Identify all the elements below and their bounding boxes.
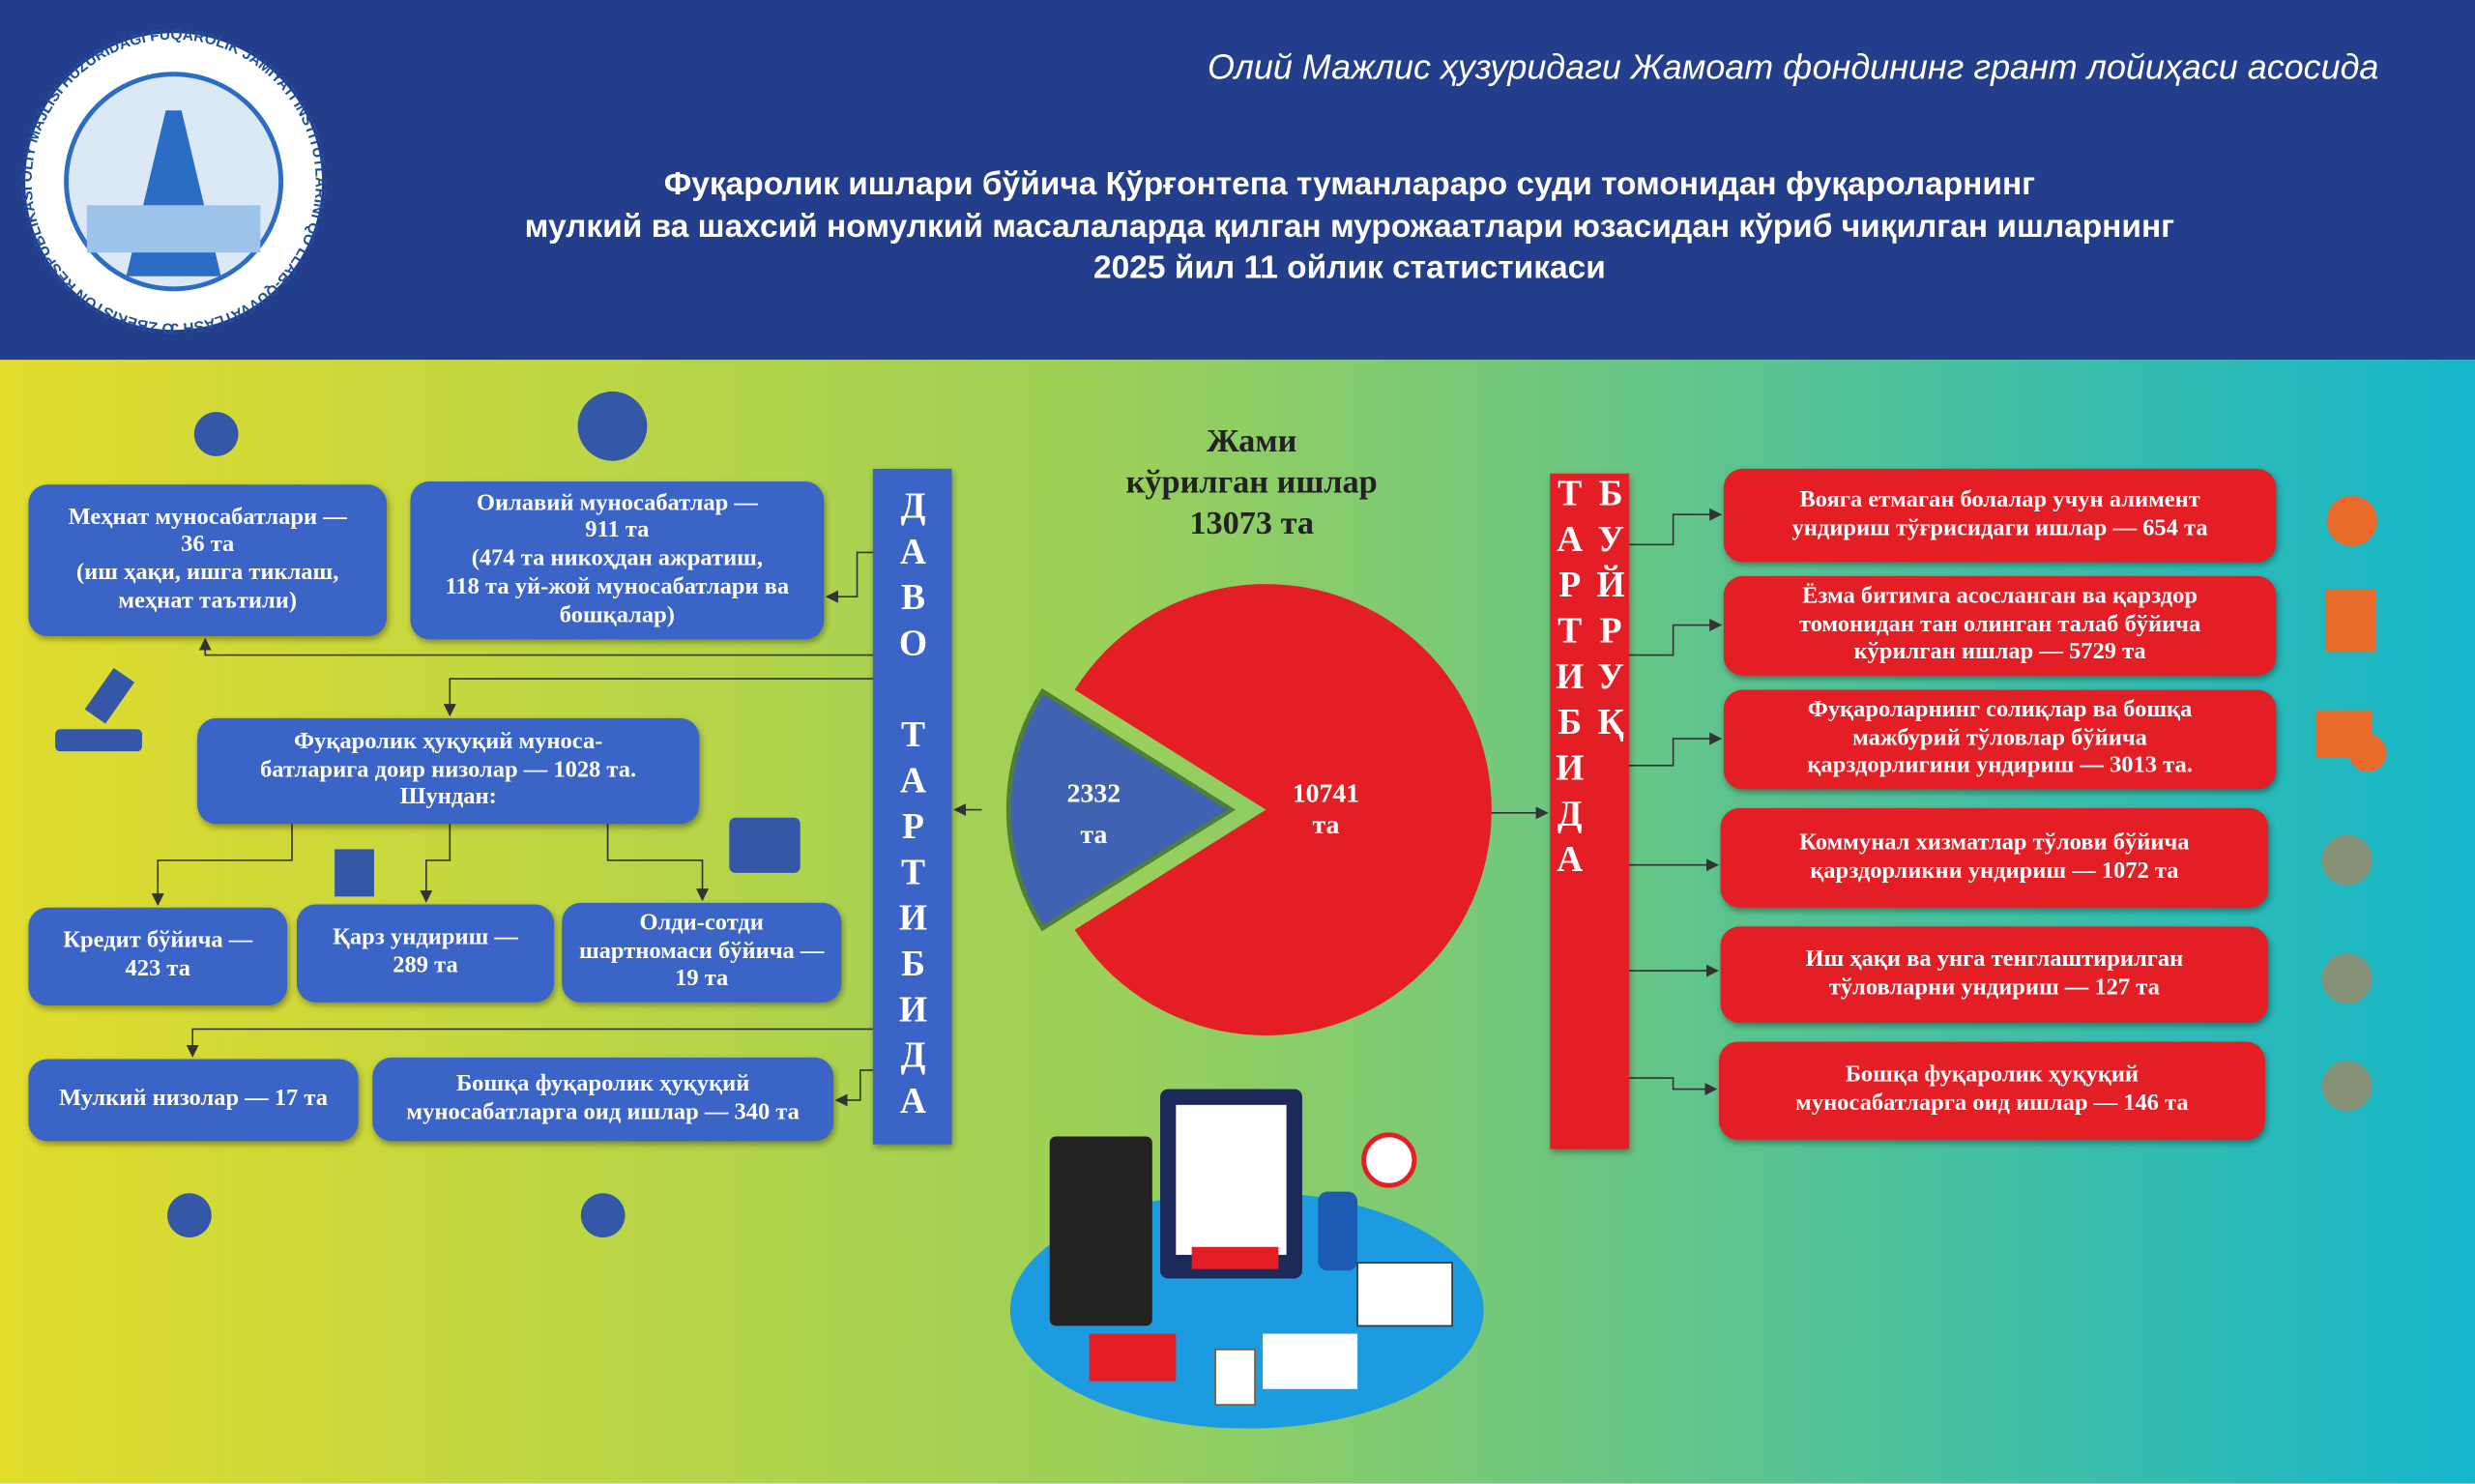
box-line: Олди-сотди: [639, 910, 764, 937]
box-line: муносабатларга оид ишлар — 146 та: [1795, 1091, 2189, 1117]
box-line: Кредит бўйича —: [63, 928, 253, 954]
box-line: Фуқароларнинг солиқлар ва бошқа: [1807, 697, 2193, 723]
right-box: Фуқароларнинг солиқлар ва бошқа мажбурий …: [1723, 689, 2277, 790]
left-box: Бошқа фуқаролик ҳуқуқий муносабатларга ои…: [372, 1057, 834, 1142]
box-line: Шундан:: [399, 784, 497, 811]
box-line: Бошқа фуқаролик ҳуқуқий: [1845, 1062, 2140, 1089]
box-line: 19 та: [675, 966, 729, 992]
box-line: Меҳнат муносабатлари —: [68, 504, 347, 530]
box-line: қарздорлигини ундириш — 3013 та.: [1807, 753, 2193, 779]
right-box: Ёзма битимга асосланган ва қарздор томони…: [1723, 575, 2277, 676]
subtitle: Олий Мажлис ҳузуридаги Жамоат фондининг …: [1208, 46, 2379, 87]
box-line: батларига доир низолар — 1028 та.: [260, 757, 637, 783]
pie-slice: [1074, 584, 1492, 1036]
left-box: Мулкий низолар — 17 та: [28, 1059, 359, 1142]
right-box: Коммунал хизматлар тўлови бўйича қарздорл…: [1720, 807, 2269, 908]
right-box: Иш ҳақи ва унга тенглаштирилган тўловларн…: [1720, 926, 2269, 1023]
connectors: [151, 508, 1723, 1107]
left-bar: ДАВО ТАРТИБИДА: [872, 468, 952, 1145]
total: Жами кўрилган ишлар 13073 та: [1093, 420, 1410, 542]
box-line: шартномаси бўйича —: [579, 938, 825, 964]
box-line: Бошқа фуқаролик ҳуқуқий: [455, 1071, 750, 1097]
right-box: Бошқа фуқаролик ҳуқуқий муносабатларга ои…: [1718, 1041, 2265, 1140]
left-box: Кредит бўйича —423 та: [28, 907, 288, 1005]
pie-slice: [1005, 687, 1237, 932]
box-line: кўрилган ишлар — 5729 та: [1853, 639, 2146, 665]
box-line: тўловларни ундириш — 127 та: [1828, 975, 2160, 1001]
box-line: 911 та: [585, 518, 650, 544]
title: Фуқаролик ишлари бўйича Қўрғонтепа туман…: [284, 164, 2415, 290]
box-line: Оилавий муносабатлар —: [476, 490, 758, 516]
total-line: кўрилган ишлар: [1125, 462, 1378, 501]
total-line: Жами: [1207, 421, 1297, 460]
left-box: Фуқаролик ҳуқуқий муноса-батларига доир …: [197, 717, 700, 825]
box-line: Мулкий низолар — 17 та: [58, 1086, 329, 1112]
box-line: 36 та: [181, 532, 235, 558]
box-line: қарздорликни ундириш — 1072 та: [1810, 858, 2179, 884]
title-line: Фуқаролик ишлари бўйича Қўрғонтепа туман…: [663, 165, 2036, 202]
left-box: Қарз ундириш —289 та: [296, 904, 555, 1003]
box-line: Фуқаролик ҳуқуқий муноса-: [293, 729, 603, 755]
title-line: 2025 йил 11 ойлик статистикаси: [1093, 248, 1606, 286]
box-line: Ёзма битимга асосланган ва қарздор: [1802, 584, 2198, 610]
pie-value: 10741: [1293, 778, 1359, 808]
total-line: 13073 та: [1189, 503, 1315, 541]
left-box: Меҳнат муносабатлари —36 та (иш ҳақи, ишг…: [28, 484, 387, 636]
pie-unit: та: [1312, 810, 1339, 840]
box-line: бошқалар): [559, 601, 675, 628]
box-line: мажбурий тўловлар бўйича: [1852, 725, 2147, 751]
box-line: Қарз ундириш —: [333, 925, 518, 951]
pie-unit: та: [1080, 820, 1107, 850]
right-box: Вояга етмаган болалар учун алимент ундири…: [1723, 468, 2277, 563]
title-line: мулкий ва шахсий номулкий масалаларда қи…: [524, 207, 2175, 245]
box-line: ундириш тўғрисидаги ишлар — 654 та: [1791, 515, 2208, 541]
left-box: Оилавий муносабатлар —911 та (474 та нико…: [410, 480, 825, 640]
box-line: 289 та: [393, 953, 458, 979]
right-bar: БУЙРУҚ ТАРТИБИДА: [1550, 473, 1631, 1149]
box-line: меҳнат таътили): [118, 588, 298, 614]
left-box: Олди-сотди шартномаси бўйича —19 та: [562, 902, 842, 1003]
icons: [55, 391, 2387, 1237]
box-line: (474 та никоҳдан ажратиш,: [471, 546, 763, 572]
box-line: 118 та уй-жой муносабатлари ва: [445, 574, 790, 600]
box-line: Коммунал хизматлар тўлови бўйича: [1799, 829, 2190, 856]
box-line: томонидан тан олинган талаб бўйича: [1798, 611, 2201, 638]
illustration: [1009, 1089, 1484, 1429]
box-line: 423 та: [125, 956, 190, 982]
header-band: [0, 0, 2475, 361]
box-line: муносабатларга оид ишлар — 340 та: [406, 1099, 800, 1125]
box-line: (иш ҳақи, ишга тиклаш,: [76, 560, 339, 586]
box-line: Вояга етмаган болалар учун алимент: [1799, 487, 2200, 513]
pie-value: 2332: [1067, 778, 1121, 808]
box-line: Иш ҳақи ва унга тенглаштирилган: [1805, 946, 2184, 973]
